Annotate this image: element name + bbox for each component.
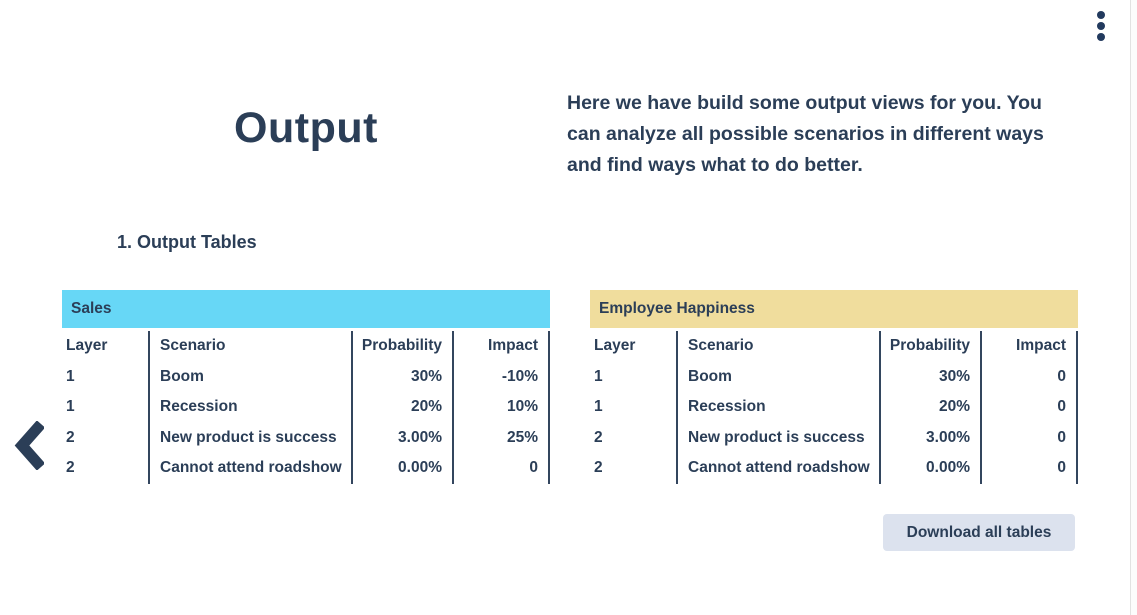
table-cell: 3.00% (879, 422, 980, 453)
scrollbar-track[interactable] (1130, 0, 1137, 615)
sales-table: Sales Layer Scenario Probability Impact 1 Boo… (62, 290, 550, 484)
table-cell: Cannot attend roadshow (676, 453, 879, 484)
table-cell: 0 (980, 392, 1078, 423)
table-cell: 1 (594, 367, 603, 385)
sales-table-title: Sales (62, 290, 550, 328)
table-cell: 3.00% (351, 422, 452, 453)
table-cell: 0.00% (879, 453, 980, 484)
output-tables: Sales Layer Scenario Probability Impact 1 Boo… (62, 290, 1078, 484)
kebab-dot (1097, 11, 1105, 19)
table-cell: Recession (676, 392, 879, 423)
table-cell: 0 (980, 422, 1078, 453)
column-header: Impact (980, 331, 1078, 362)
chevron-left-icon (14, 420, 46, 471)
table-cell: Recession (148, 392, 351, 423)
column-header: Scenario (676, 331, 879, 362)
table-cell: 30% (879, 361, 980, 392)
table-cell: 20% (351, 392, 452, 423)
table-cell: 0 (980, 453, 1078, 484)
table-cell: 0 (980, 361, 1078, 392)
table-cell: 1 (594, 398, 603, 415)
table-cell: 25% (452, 422, 550, 453)
table-cell: Boom (676, 361, 879, 392)
employee-happiness-table: Employee Happiness Layer Scenario Probabil… (590, 290, 1078, 484)
back-navigation-button[interactable] (14, 420, 46, 475)
intro-text: Here we have build some output views for… (567, 92, 1044, 176)
page-title: Output (234, 104, 378, 152)
table-cell: New product is success (148, 422, 351, 453)
table-cell: 1 (66, 367, 75, 385)
sales-table-grid: Layer Scenario Probability Impact 1 Boom 30% -1… (62, 331, 550, 484)
table-cell: 0 (452, 453, 550, 484)
table-cell: 0.00% (351, 453, 452, 484)
column-header: Probability (879, 331, 980, 362)
table-cell: 20% (879, 392, 980, 423)
table-cell: Boom (148, 361, 351, 392)
table-cell: 2 (66, 428, 75, 446)
column-header: Layer (594, 337, 636, 354)
column-header: Layer (66, 337, 108, 354)
table-cell: -10% (452, 361, 550, 392)
table-cell: 10% (452, 392, 550, 423)
download-all-tables-button[interactable]: Download all tables (883, 514, 1075, 551)
kebab-menu-icon[interactable] (1097, 11, 1105, 41)
table-cell: 2 (66, 459, 75, 476)
section-heading: 1. Output Tables (117, 232, 257, 252)
column-header: Probability (351, 331, 452, 362)
table-cell: 2 (594, 428, 603, 446)
table-cell: Cannot attend roadshow (148, 453, 351, 484)
table-cell: New product is success (676, 422, 879, 453)
employee-happiness-table-title: Employee Happiness (590, 290, 1078, 328)
table-cell: 2 (594, 459, 603, 476)
table-cell: 30% (351, 361, 452, 392)
kebab-dot (1097, 22, 1105, 30)
kebab-dot (1097, 33, 1105, 41)
column-header: Impact (452, 331, 550, 362)
employee-happiness-table-grid: Layer Scenario Probability Impact 1 Boom 30% 0 1… (590, 331, 1078, 484)
table-cell: 1 (66, 398, 75, 415)
column-header: Scenario (148, 331, 351, 362)
